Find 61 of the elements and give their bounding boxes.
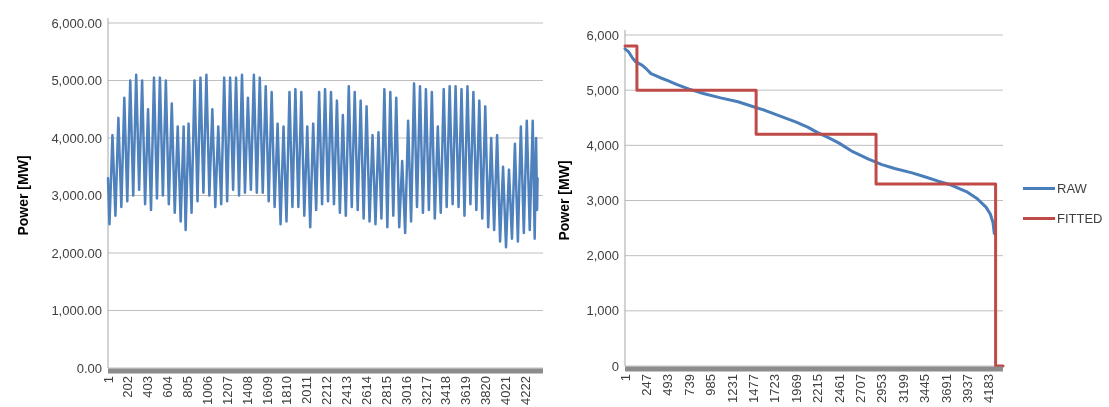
x-tick-label: 985 <box>703 374 719 396</box>
x-tick-label: 1723 <box>767 374 783 403</box>
x-tick-label: 1408 <box>239 376 255 405</box>
x-tick-label: 247 <box>638 374 654 396</box>
x-tick-label: 1969 <box>788 374 804 403</box>
x-tick-label: 3217 <box>418 376 434 405</box>
y-tick-label: 1,000 <box>586 303 619 319</box>
y-tick-label: 6,000 <box>586 27 619 43</box>
x-tick-label: 1006 <box>199 376 215 405</box>
y-tick-label: 5,000 <box>586 82 619 98</box>
x-tick-label: 3445 <box>917 374 933 403</box>
x-tick-label: 2953 <box>874 374 890 403</box>
x-tick-label: 1 <box>100 376 116 384</box>
x-tick-label: 3199 <box>895 374 911 403</box>
x-tick-label: 1810 <box>279 376 295 405</box>
x-tick-label: 3016 <box>398 376 414 405</box>
y-axis-title: Power [MW] <box>15 155 31 236</box>
x-tick-label: 2011 <box>299 376 315 404</box>
x-tick-label: 3418 <box>438 376 454 405</box>
x-tick-label: 604 <box>160 376 176 398</box>
x-tick-label: 2614 <box>358 376 374 405</box>
y-axis-title: Power [MW] <box>556 160 572 241</box>
x-tick-label: 493 <box>660 374 676 396</box>
x-tick-label: 2413 <box>339 376 355 405</box>
y-tick-label: 2,000.00 <box>51 245 102 261</box>
x-tick-label: 739 <box>681 374 697 396</box>
x-tick-label: 3619 <box>458 376 474 405</box>
x-tick-label: 4021 <box>498 376 514 405</box>
legend-label: FITTED <box>1057 211 1103 227</box>
y-tick-label: 0 <box>611 358 619 374</box>
y-tick-label: 3,000.00 <box>51 188 102 204</box>
x-tick-label: 1 <box>617 374 633 382</box>
legend-label: RAW <box>1057 181 1088 197</box>
y-tick-label: 4,000 <box>586 137 619 153</box>
x-tick-label: 3691 <box>938 374 954 403</box>
line-series <box>623 44 1005 368</box>
x-tick-label: 1231 <box>724 374 740 403</box>
x-tick-label: 2815 <box>378 376 394 405</box>
y-tick-label: 0.00 <box>76 360 102 376</box>
x-tick-label: 3820 <box>478 376 494 405</box>
x-tick-label: 1477 <box>745 374 761 403</box>
x-tick-label: 1207 <box>219 376 235 405</box>
x-tick-label: 3937 <box>960 374 976 403</box>
y-tick-label: 2,000 <box>586 248 619 264</box>
x-tick-label: 202 <box>120 376 136 398</box>
x-tick-label: 2707 <box>853 374 869 403</box>
y-tick-label: 6,000.00 <box>51 15 102 31</box>
y-tick-label: 4,000.00 <box>51 130 102 146</box>
y-tick-label: 5,000.00 <box>51 73 102 89</box>
line-series <box>106 73 539 249</box>
x-tick-label: 4222 <box>517 376 533 405</box>
x-tick-label: 4183 <box>981 374 997 403</box>
x-tick-label: 2212 <box>319 376 335 405</box>
x-tick-label: 403 <box>140 376 156 398</box>
x-tick-label: 805 <box>180 376 196 398</box>
y-tick-label: 1,000.00 <box>51 303 102 319</box>
y-tick-label: 3,000 <box>586 193 619 209</box>
line-series <box>623 47 996 236</box>
x-tick-label: 1609 <box>259 376 275 405</box>
x-tick-label: 2461 <box>831 374 847 403</box>
x-tick-label: 2215 <box>810 374 826 403</box>
